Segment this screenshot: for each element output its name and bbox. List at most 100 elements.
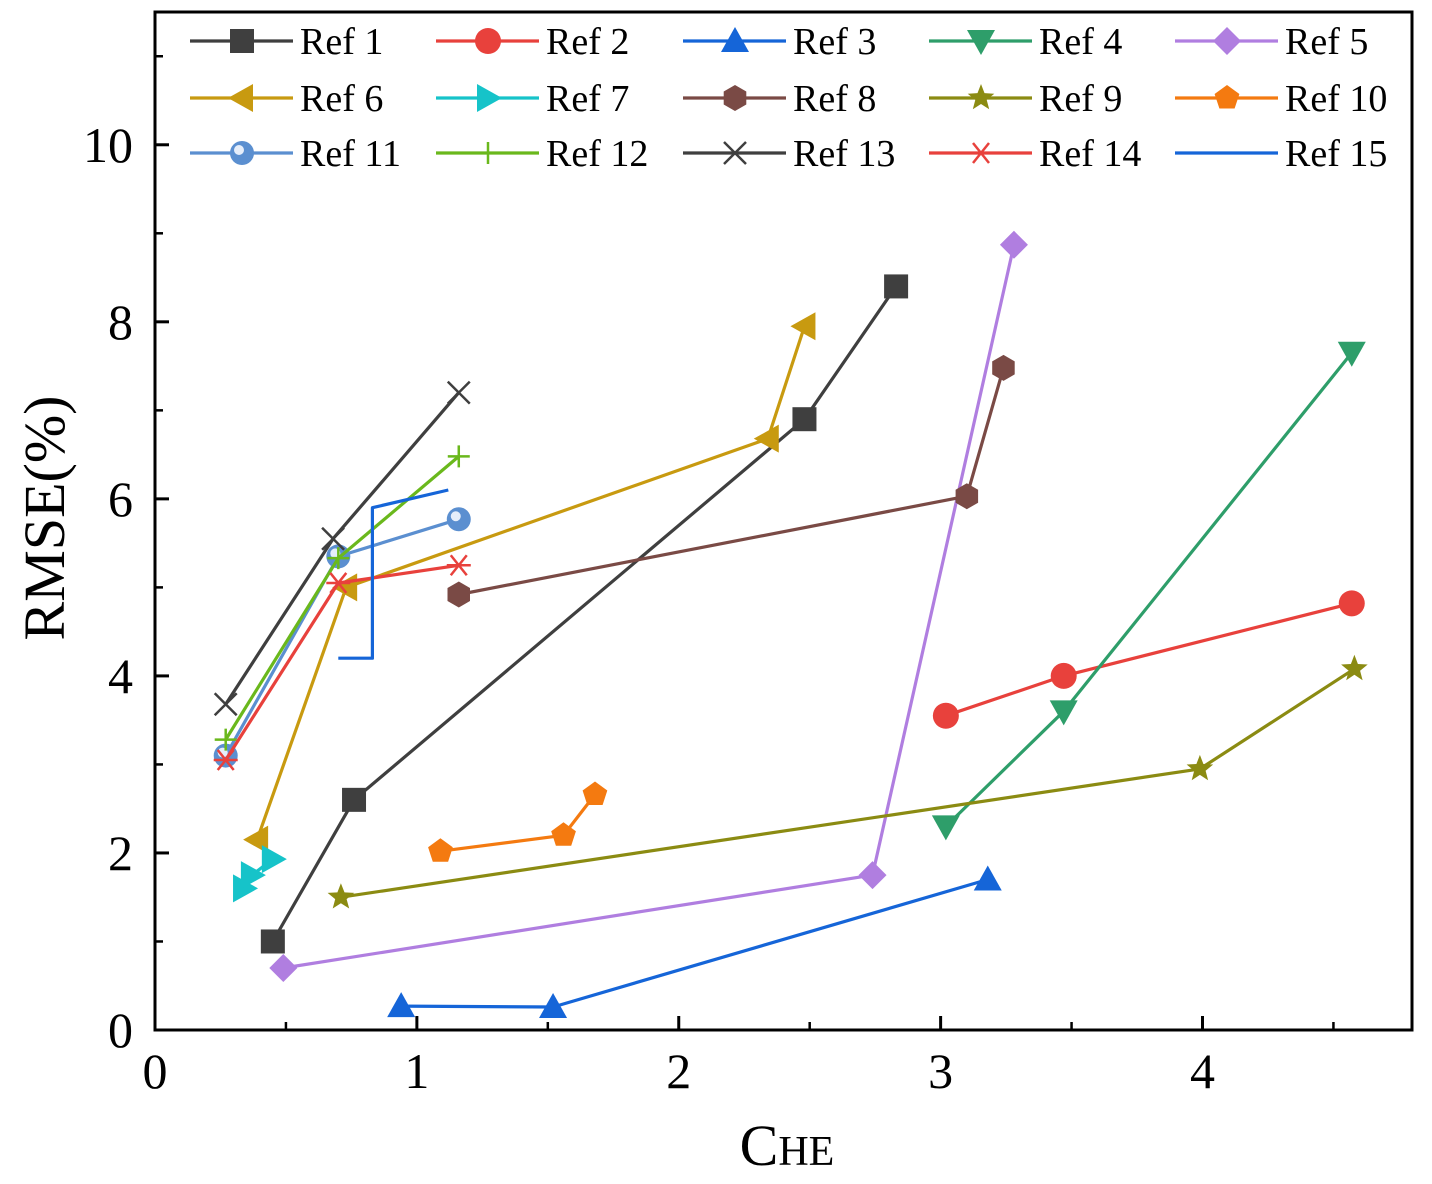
legend-item-13-label: Ref 13	[793, 133, 895, 175]
legend-item-4-label: Ref 4	[1039, 21, 1122, 63]
series-14-point-2	[326, 572, 351, 594]
series-7	[233, 845, 287, 903]
series-1-point-2	[342, 787, 367, 812]
legend-item-13: Ref 13	[683, 133, 895, 175]
series-6-line	[255, 325, 807, 841]
series-4	[931, 341, 1366, 841]
series-3-point-1	[387, 992, 416, 1018]
legend-item-6: Ref 6	[190, 78, 383, 120]
legend-item-15-label: Ref 15	[1285, 133, 1387, 175]
series-4-point-3	[1337, 341, 1366, 367]
series-10-point-1	[428, 838, 453, 862]
legend-item-13-marker-b	[723, 141, 747, 165]
series-13-point-3-b	[446, 380, 471, 405]
series-14-point-2-b	[329, 572, 348, 594]
legend-item-12-marker	[477, 142, 499, 164]
legend-item-1-marker	[230, 29, 254, 53]
legend-item-8-label: Ref 8	[793, 78, 876, 120]
legend-item-10-marker	[1214, 85, 1240, 109]
series-3-line	[401, 877, 989, 1009]
y-tick-label: 0	[108, 1002, 133, 1058]
series-4-point-2	[1049, 700, 1078, 726]
legend-item-12-label: Ref 12	[546, 133, 648, 175]
legend-item-9-marker	[967, 84, 995, 110]
x-tick-label: 4	[1190, 1043, 1215, 1099]
series-5-point-3	[999, 230, 1028, 259]
series-1-point-4	[884, 274, 909, 299]
series-2	[932, 590, 1365, 729]
x-tick-label: 3	[928, 1043, 953, 1099]
legend-item-15: Ref 15	[1175, 133, 1387, 175]
y-axis-title: RMSE(%)	[12, 396, 77, 641]
x-axis-title-subscript: HE	[778, 1129, 834, 1175]
legend-item-12: Ref 12	[436, 133, 648, 175]
series-10	[428, 781, 608, 862]
series-1	[260, 274, 909, 954]
series-4-point-1	[931, 815, 960, 841]
legend-item-2-label: Ref 2	[546, 21, 629, 63]
series-15	[338, 488, 449, 660]
series-2-line	[945, 601, 1353, 718]
legend-item-2: Ref 2	[436, 21, 629, 63]
legend-item-7-label: Ref 7	[546, 78, 629, 120]
legend-item-3-label: Ref 3	[793, 21, 876, 63]
y-tick-label: 10	[83, 117, 133, 173]
x-tick-label: 0	[143, 1043, 168, 1099]
series-2-point-3	[1338, 590, 1365, 617]
ticks: 0 1 2 3 4 0 2 4 6 8 10	[83, 55, 1335, 1099]
axes	[153, 10, 1414, 1032]
series-9-point-3	[1341, 654, 1368, 681]
legend-item-11-label: Ref 11	[300, 133, 401, 175]
series-11-point-3-highlight	[450, 511, 461, 522]
legend-item-14-label: Ref 14	[1039, 133, 1141, 175]
series-9-point-1	[327, 883, 355, 909]
series-13-point-2-b	[321, 526, 345, 551]
series-2-point-2	[1050, 662, 1077, 689]
legend-item-3: Ref 3	[683, 21, 876, 63]
series-10-point-2	[551, 822, 576, 846]
legend-item-5-label: Ref 5	[1285, 21, 1368, 63]
x-axis-title: CHE	[740, 1113, 835, 1178]
series-12-point-3	[447, 445, 470, 468]
legend-item-5-marker	[1213, 27, 1241, 55]
legend: Ref 1 Ref 2 Ref 3 Ref 4 Ref 5 Ref 6 Ref 7 Ref 8…	[190, 21, 1387, 175]
series-6-point-3	[753, 424, 779, 453]
series-3	[387, 865, 1002, 1018]
series-14	[213, 554, 471, 771]
series-14-point-1	[213, 749, 238, 771]
legend-item-10-label: Ref 10	[1285, 78, 1387, 120]
series-9-point-2	[1186, 754, 1214, 781]
series-7-point-2	[240, 861, 266, 890]
y-tick-label: 4	[108, 648, 133, 704]
legend-item-11-marker	[230, 141, 254, 165]
plot-frame	[153, 10, 1414, 1032]
y-tick-label: 2	[108, 825, 133, 881]
series-9	[327, 654, 1368, 909]
legend-item-1: Ref 1	[190, 21, 383, 63]
legend-item-10: Ref 10	[1175, 78, 1387, 120]
series-6-point-4	[790, 312, 816, 341]
series-13-point-1-b	[213, 692, 238, 717]
legend-item-14-marker	[969, 142, 993, 164]
legend-item-2-marker	[475, 28, 501, 54]
legend-item-9-label: Ref 9	[1039, 78, 1122, 120]
legend-item-3-marker	[721, 27, 749, 52]
series-1-line	[271, 285, 898, 943]
legend-item-4: Ref 4	[929, 21, 1122, 63]
series-7-point-3	[261, 845, 287, 874]
series-11-point-3	[446, 507, 471, 532]
legend-item-8: Ref 8	[683, 78, 876, 120]
legend-item-7-marker	[477, 84, 502, 112]
series-5-point-1	[269, 954, 298, 983]
series-5-line	[283, 244, 1016, 970]
legend-item-7: Ref 7	[436, 78, 629, 120]
series-2-point-1	[932, 702, 959, 729]
x-tick-label: 1	[404, 1043, 429, 1099]
legend-item-4-marker	[967, 30, 995, 55]
series-8-point-3	[992, 354, 1015, 381]
series-13-point-1	[213, 692, 238, 717]
series-13-point-3	[446, 380, 471, 405]
series-7-point-1	[233, 874, 259, 903]
legend-item-13-marker	[723, 141, 747, 165]
